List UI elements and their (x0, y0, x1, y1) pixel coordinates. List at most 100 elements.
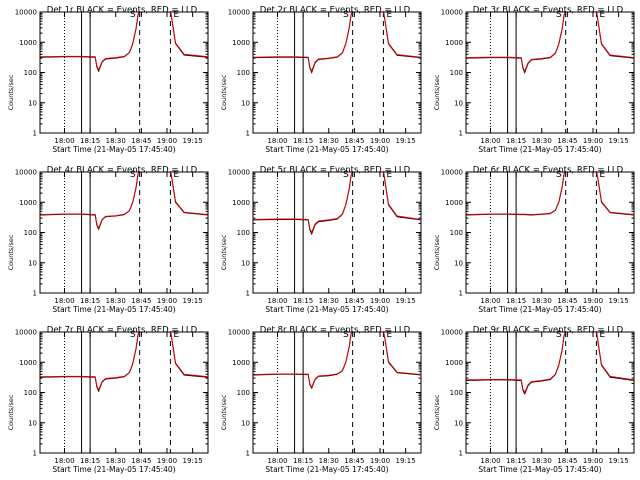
x-tick-label: 19:00 (583, 457, 603, 465)
y-tick-label: 10000 (228, 329, 250, 337)
x-tick-label: 19:00 (157, 457, 177, 465)
y-axis-label: Counts/sec (220, 74, 228, 110)
series-lld-line (169, 170, 209, 216)
x-tick-label: 19:15 (183, 457, 203, 465)
y-axis-label: Counts/sec (433, 234, 441, 270)
series-lld-line (466, 10, 567, 73)
detector-panel: 1 10 100 1000 10000 18:00 18:15 18:30 18:45 19:00… (433, 326, 635, 474)
x-tick-label: 19:00 (157, 297, 177, 305)
x-tick-label: 18:45 (557, 297, 577, 305)
y-tick-label: 10 (28, 99, 37, 107)
y-tick-label: 10 (241, 419, 250, 427)
x-tick-label: 19:15 (609, 297, 629, 305)
marker-label: E (173, 170, 179, 180)
marker-label: S (343, 330, 349, 340)
series-lld-line (169, 330, 209, 378)
y-axis-label: Counts/sec (7, 234, 15, 270)
x-tick-label: 18:30 (532, 457, 552, 465)
x-axis-label: Start Time (21-May-05 17:45:40) (478, 465, 601, 474)
x-tick-label: 19:00 (370, 457, 390, 465)
x-tick-label: 19:15 (396, 297, 416, 305)
series-lld-line (595, 10, 635, 59)
y-tick-label: 100 (237, 229, 250, 237)
series-lld-line (253, 330, 354, 389)
y-tick-label: 100 (24, 229, 37, 237)
y-tick-label: 100 (450, 69, 463, 77)
y-axis-label: Counts/sec (7, 74, 15, 110)
y-tick-label: 10 (454, 259, 463, 267)
x-axis-label: Start Time (21-May-05 17:45:40) (265, 305, 388, 314)
series-lld-line (253, 170, 354, 234)
series-lld-line (595, 330, 635, 381)
y-tick-label: 10 (454, 419, 463, 427)
x-tick-label: 18:00 (267, 297, 287, 305)
x-tick-label: 18:00 (54, 137, 74, 145)
y-tick-label: 1 (33, 450, 37, 458)
marker-label: E (599, 170, 605, 180)
y-axis-label: Counts/sec (433, 394, 441, 430)
x-tick-label: 19:15 (609, 457, 629, 465)
panel-title: Det 4r BLACK = Events, RED = LLD (47, 166, 198, 176)
y-tick-label: 1000 (19, 359, 37, 367)
y-tick-label: 1000 (19, 39, 37, 47)
detector-panel: 1 10 100 1000 10000 18:00 18:15 18:30 18:45 19:00… (220, 166, 422, 314)
x-tick-label: 18:30 (532, 137, 552, 145)
marker-label: S (130, 10, 136, 20)
x-tick-label: 18:15 (506, 457, 526, 465)
plot-frame (39, 331, 209, 454)
detector-panel: 1 10 100 1000 10000 18:00 18:15 18:30 18:45 19:00… (7, 166, 209, 314)
y-tick-label: 100 (450, 229, 463, 237)
y-tick-label: 10 (241, 99, 250, 107)
y-tick-label: 10 (28, 259, 37, 267)
x-tick-label: 18:30 (319, 297, 339, 305)
x-tick-label: 18:30 (532, 297, 552, 305)
x-tick-label: 18:15 (506, 297, 526, 305)
x-tick-label: 18:45 (131, 297, 151, 305)
x-tick-label: 18:45 (344, 137, 364, 145)
x-axis-label: Start Time (21-May-05 17:45:40) (52, 145, 175, 154)
marker-label: E (173, 10, 179, 20)
y-tick-label: 1 (459, 130, 463, 138)
x-tick-label: 18:00 (54, 297, 74, 305)
marker-label: S (343, 170, 349, 180)
x-axis-label: Start Time (21-May-05 17:45:40) (52, 465, 175, 474)
y-tick-label: 10 (454, 99, 463, 107)
x-tick-label: 18:00 (267, 457, 287, 465)
x-tick-label: 19:00 (370, 297, 390, 305)
x-tick-label: 19:15 (183, 137, 203, 145)
x-tick-label: 18:15 (80, 297, 100, 305)
series-lld-line (40, 10, 141, 72)
detector-panel: 1 10 100 1000 10000 18:00 18:15 18:30 18:45 19:00… (433, 6, 635, 154)
detector-panel: 1 10 100 1000 10000 18:00 18:15 18:30 18:45 19:00… (220, 326, 422, 474)
x-tick-label: 18:30 (106, 457, 126, 465)
marker-label: E (599, 10, 605, 20)
y-tick-label: 1000 (445, 359, 463, 367)
x-tick-label: 18:00 (480, 137, 500, 145)
x-tick-label: 18:30 (319, 457, 339, 465)
marker-label: S (130, 170, 136, 180)
panel-title: Det 2r BLACK = Events, RED = LLD (260, 6, 411, 16)
panel-title: Det 6r BLACK = Events, RED = LLD (473, 166, 624, 176)
y-tick-label: 100 (237, 389, 250, 397)
x-tick-label: 18:00 (480, 457, 500, 465)
marker-label: E (599, 330, 605, 340)
x-tick-label: 18:45 (344, 297, 364, 305)
detector-panel: 1 10 100 1000 10000 18:00 18:15 18:30 18:45 19:00… (7, 6, 209, 154)
marker-label: S (343, 10, 349, 20)
x-axis-label: Start Time (21-May-05 17:45:40) (265, 465, 388, 474)
x-tick-label: 19:00 (157, 137, 177, 145)
plot-frame (39, 171, 209, 294)
y-tick-label: 1000 (232, 39, 250, 47)
x-tick-label: 18:30 (106, 137, 126, 145)
marker-label: E (386, 10, 392, 20)
marker-label: E (173, 330, 179, 340)
panel-title: Det 9r BLACK = Events, RED = LLD (473, 326, 624, 336)
x-tick-label: 18:45 (131, 137, 151, 145)
y-tick-label: 1 (246, 130, 250, 138)
x-tick-label: 19:00 (583, 137, 603, 145)
series-lld-line (169, 10, 209, 58)
x-tick-label: 19:15 (609, 137, 629, 145)
marker-label: S (130, 330, 136, 340)
x-tick-label: 19:15 (396, 457, 416, 465)
